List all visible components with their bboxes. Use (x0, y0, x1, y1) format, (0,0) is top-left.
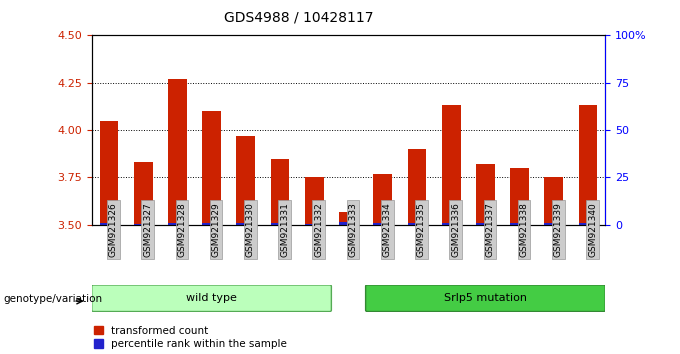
Text: GSM921334: GSM921334 (383, 202, 392, 257)
Text: GSM921340: GSM921340 (588, 202, 597, 257)
Text: GSM921335: GSM921335 (417, 202, 426, 257)
FancyBboxPatch shape (92, 285, 331, 312)
Bar (545, 177, 563, 225)
Legend: transformed count, percentile rank within the sample: transformed count, percentile rank withi… (94, 326, 287, 349)
Bar (237, 136, 255, 225)
Text: GSM921332: GSM921332 (314, 202, 323, 257)
Bar (271, 159, 290, 225)
Bar (134, 224, 152, 225)
Bar (134, 162, 152, 225)
Bar (579, 105, 598, 225)
Bar (339, 222, 358, 225)
Bar (168, 79, 187, 225)
Bar (202, 111, 221, 225)
Bar (510, 223, 529, 225)
Text: GSM921338: GSM921338 (520, 202, 528, 257)
Text: GSM921328: GSM921328 (177, 202, 186, 257)
Bar (168, 223, 187, 225)
Bar (373, 174, 392, 225)
Text: GSM921336: GSM921336 (452, 202, 460, 257)
Text: GSM921339: GSM921339 (554, 202, 563, 257)
Bar (202, 223, 221, 225)
Bar (545, 223, 563, 225)
Bar (407, 149, 426, 225)
Bar (99, 223, 118, 225)
Bar (99, 121, 118, 225)
Bar (237, 223, 255, 225)
Bar (373, 223, 392, 225)
Bar (579, 223, 598, 225)
Text: genotype/variation: genotype/variation (3, 294, 103, 304)
Bar (271, 223, 290, 225)
Bar (407, 223, 426, 225)
Bar (510, 168, 529, 225)
Bar (476, 164, 495, 225)
Bar (442, 223, 460, 225)
Text: GSM921333: GSM921333 (349, 202, 358, 257)
FancyBboxPatch shape (366, 285, 605, 312)
Text: GDS4988 / 10428117: GDS4988 / 10428117 (224, 11, 374, 25)
Text: GSM921326: GSM921326 (109, 202, 118, 257)
Text: GSM921330: GSM921330 (246, 202, 255, 257)
Text: GSM921331: GSM921331 (280, 202, 289, 257)
Bar (442, 105, 460, 225)
Text: GSM921327: GSM921327 (143, 202, 152, 257)
Text: GSM921337: GSM921337 (486, 202, 494, 257)
Bar (339, 212, 358, 225)
Text: GSM921329: GSM921329 (211, 202, 220, 257)
Bar (305, 177, 324, 225)
Text: Srlp5 mutation: Srlp5 mutation (444, 293, 527, 303)
Bar (305, 224, 324, 225)
Text: wild type: wild type (186, 293, 237, 303)
Bar (476, 223, 495, 225)
